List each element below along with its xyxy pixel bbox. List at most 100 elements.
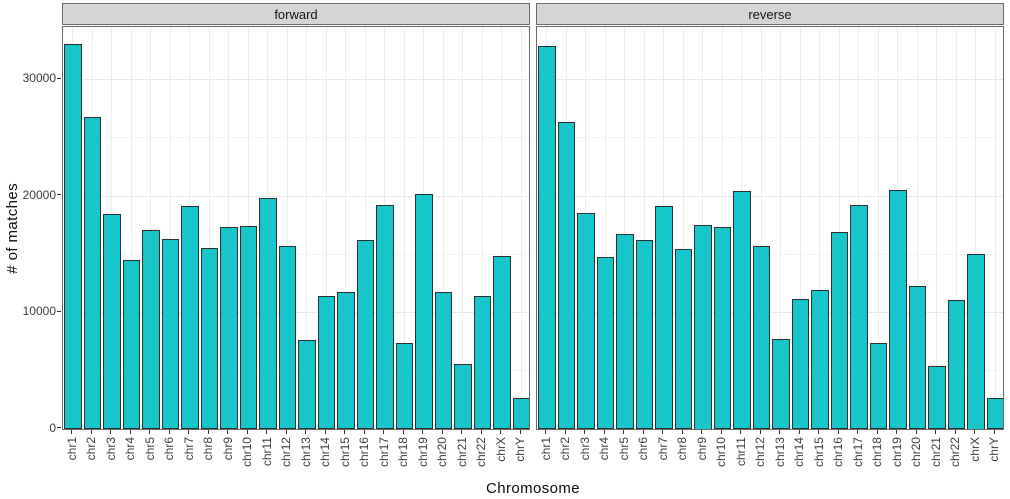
x-tick-label: chr12: [279, 437, 294, 468]
x-tick-label-slot: chr20: [432, 437, 452, 485]
x-tick-label-slot: chr16: [354, 437, 374, 485]
x-tick-label: chr3: [103, 437, 118, 461]
x-tick-label: chr3: [577, 437, 592, 461]
x-tick-label-slot: chr6: [633, 437, 653, 485]
x-tick-label-slot: chr12: [750, 437, 770, 485]
x-tick: [168, 430, 170, 434]
x-tick-label-slot: chr22: [945, 437, 965, 485]
x-tick-label-slot: chr2: [555, 437, 575, 485]
gridline-v: [345, 27, 347, 429]
bar-chr5: [142, 230, 160, 429]
gridline-h-minor: [537, 253, 1003, 255]
bar-chr20: [434, 292, 452, 429]
x-tick-label-slot: chr3: [575, 437, 595, 485]
x-tick-label-slot: chr18: [867, 437, 887, 485]
x-tick-label-slot: chrX: [491, 437, 511, 485]
plot-panel-forward: [62, 26, 530, 430]
x-tick-label-slot: chr15: [809, 437, 829, 485]
plot-panel-reverse: [536, 26, 1004, 430]
bar-chr3: [103, 214, 121, 429]
x-tick: [149, 430, 151, 434]
bar-chr10: [239, 225, 257, 429]
x-tick-label-slot: chrX: [965, 437, 985, 485]
x-tick-label-slot: chr17: [374, 437, 394, 485]
bar-chr14: [791, 299, 809, 429]
bar-chr9: [220, 226, 238, 429]
x-tick-label: chr19: [889, 437, 904, 468]
x-tick-label: chr16: [357, 437, 372, 468]
bar-chr17: [376, 204, 394, 429]
x-tick-label-slot: chr1: [62, 437, 82, 485]
gridline-h-minor: [63, 370, 529, 372]
gridline-v: [169, 27, 171, 429]
x-tick: [246, 430, 248, 434]
x-tick: [837, 430, 839, 434]
y-tick-label: 20000: [22, 187, 56, 202]
x-tick-label-slot: chr11: [731, 437, 751, 485]
x-tick: [305, 430, 307, 434]
bar-chr18: [869, 343, 887, 429]
x-tick: [584, 430, 586, 434]
bar-chr10: [713, 226, 731, 429]
gridline-v: [994, 27, 996, 429]
x-tick: [129, 430, 131, 434]
x-tick-label-slot: chrY: [510, 437, 530, 485]
facet-panel-reverse: reverse chr1 chr2 chr3 chr4 chr5 chr6 chr7 chr8…: [536, 0, 1004, 499]
x-tick-label: chr13: [772, 437, 787, 468]
gridline-h-major: [63, 428, 529, 429]
x-tick: [798, 430, 800, 434]
x-tick: [519, 430, 521, 434]
bar-chr16: [830, 231, 848, 429]
x-tick: [740, 430, 742, 434]
x-tick: [207, 430, 209, 434]
bar-chr2: [83, 117, 101, 429]
bar-chr9: [694, 224, 712, 429]
x-axis-title-box: Chromosome: [62, 480, 1004, 498]
x-tick-label-slot: chr13: [770, 437, 790, 485]
bar-chr12: [752, 245, 770, 429]
y-tick-label: 30000: [22, 71, 56, 85]
x-tick: [480, 430, 482, 434]
gridline-h-major: [63, 312, 529, 313]
x-tick-label: chr20: [435, 437, 450, 468]
bar-chr19: [415, 194, 433, 429]
bar-chr7: [655, 205, 673, 429]
x-tick-label-slot: chr10: [237, 437, 257, 485]
gridline-v: [604, 27, 606, 429]
facet-strip-label: forward: [274, 6, 318, 22]
x-tick-label-slot: chr13: [296, 437, 316, 485]
bar-chr15: [337, 292, 355, 429]
y-tick-label: 10000: [22, 304, 56, 318]
x-axis-title: Chromosome: [485, 480, 581, 497]
x-tick: [285, 430, 287, 434]
x-tick-label-slot: chr3: [101, 437, 121, 485]
x-tick-label-slot: chr19: [887, 437, 907, 485]
x-tick-label-slot: chr4: [594, 437, 614, 485]
x-tick: [681, 430, 683, 434]
gridline-h-major: [537, 312, 1003, 313]
x-tick-label: chr9: [220, 437, 235, 461]
gridline-v: [624, 27, 626, 429]
x-tick-label: chr17: [376, 437, 391, 468]
gridline-h-major: [537, 428, 1003, 429]
bar-chr11: [259, 197, 277, 429]
x-tick: [545, 430, 547, 434]
x-tick: [227, 430, 229, 434]
x-tick-label: chr2: [84, 437, 99, 461]
x-tick: [441, 430, 443, 434]
x-tick-label-slot: chr7: [179, 437, 199, 485]
x-tick: [993, 430, 995, 434]
bar-chr22: [947, 300, 965, 429]
x-tick-label-slot: chr1: [536, 437, 556, 485]
bar-chr1: [64, 44, 82, 429]
x-tick: [110, 430, 112, 434]
x-tick-label: chr11: [259, 437, 274, 467]
facet-panel-forward: forward chr1 chr2 chr3 chr4 chr5 chr6 chr7 chr8…: [62, 0, 530, 499]
x-tick-label: chr22: [948, 437, 963, 468]
bar-chrX: [493, 256, 511, 429]
x-tick: [857, 430, 859, 434]
bar-chr6: [161, 238, 179, 429]
bar-chr16: [356, 239, 374, 429]
bar-chr15: [811, 289, 829, 429]
x-tick-label-slot: chr17: [848, 437, 868, 485]
